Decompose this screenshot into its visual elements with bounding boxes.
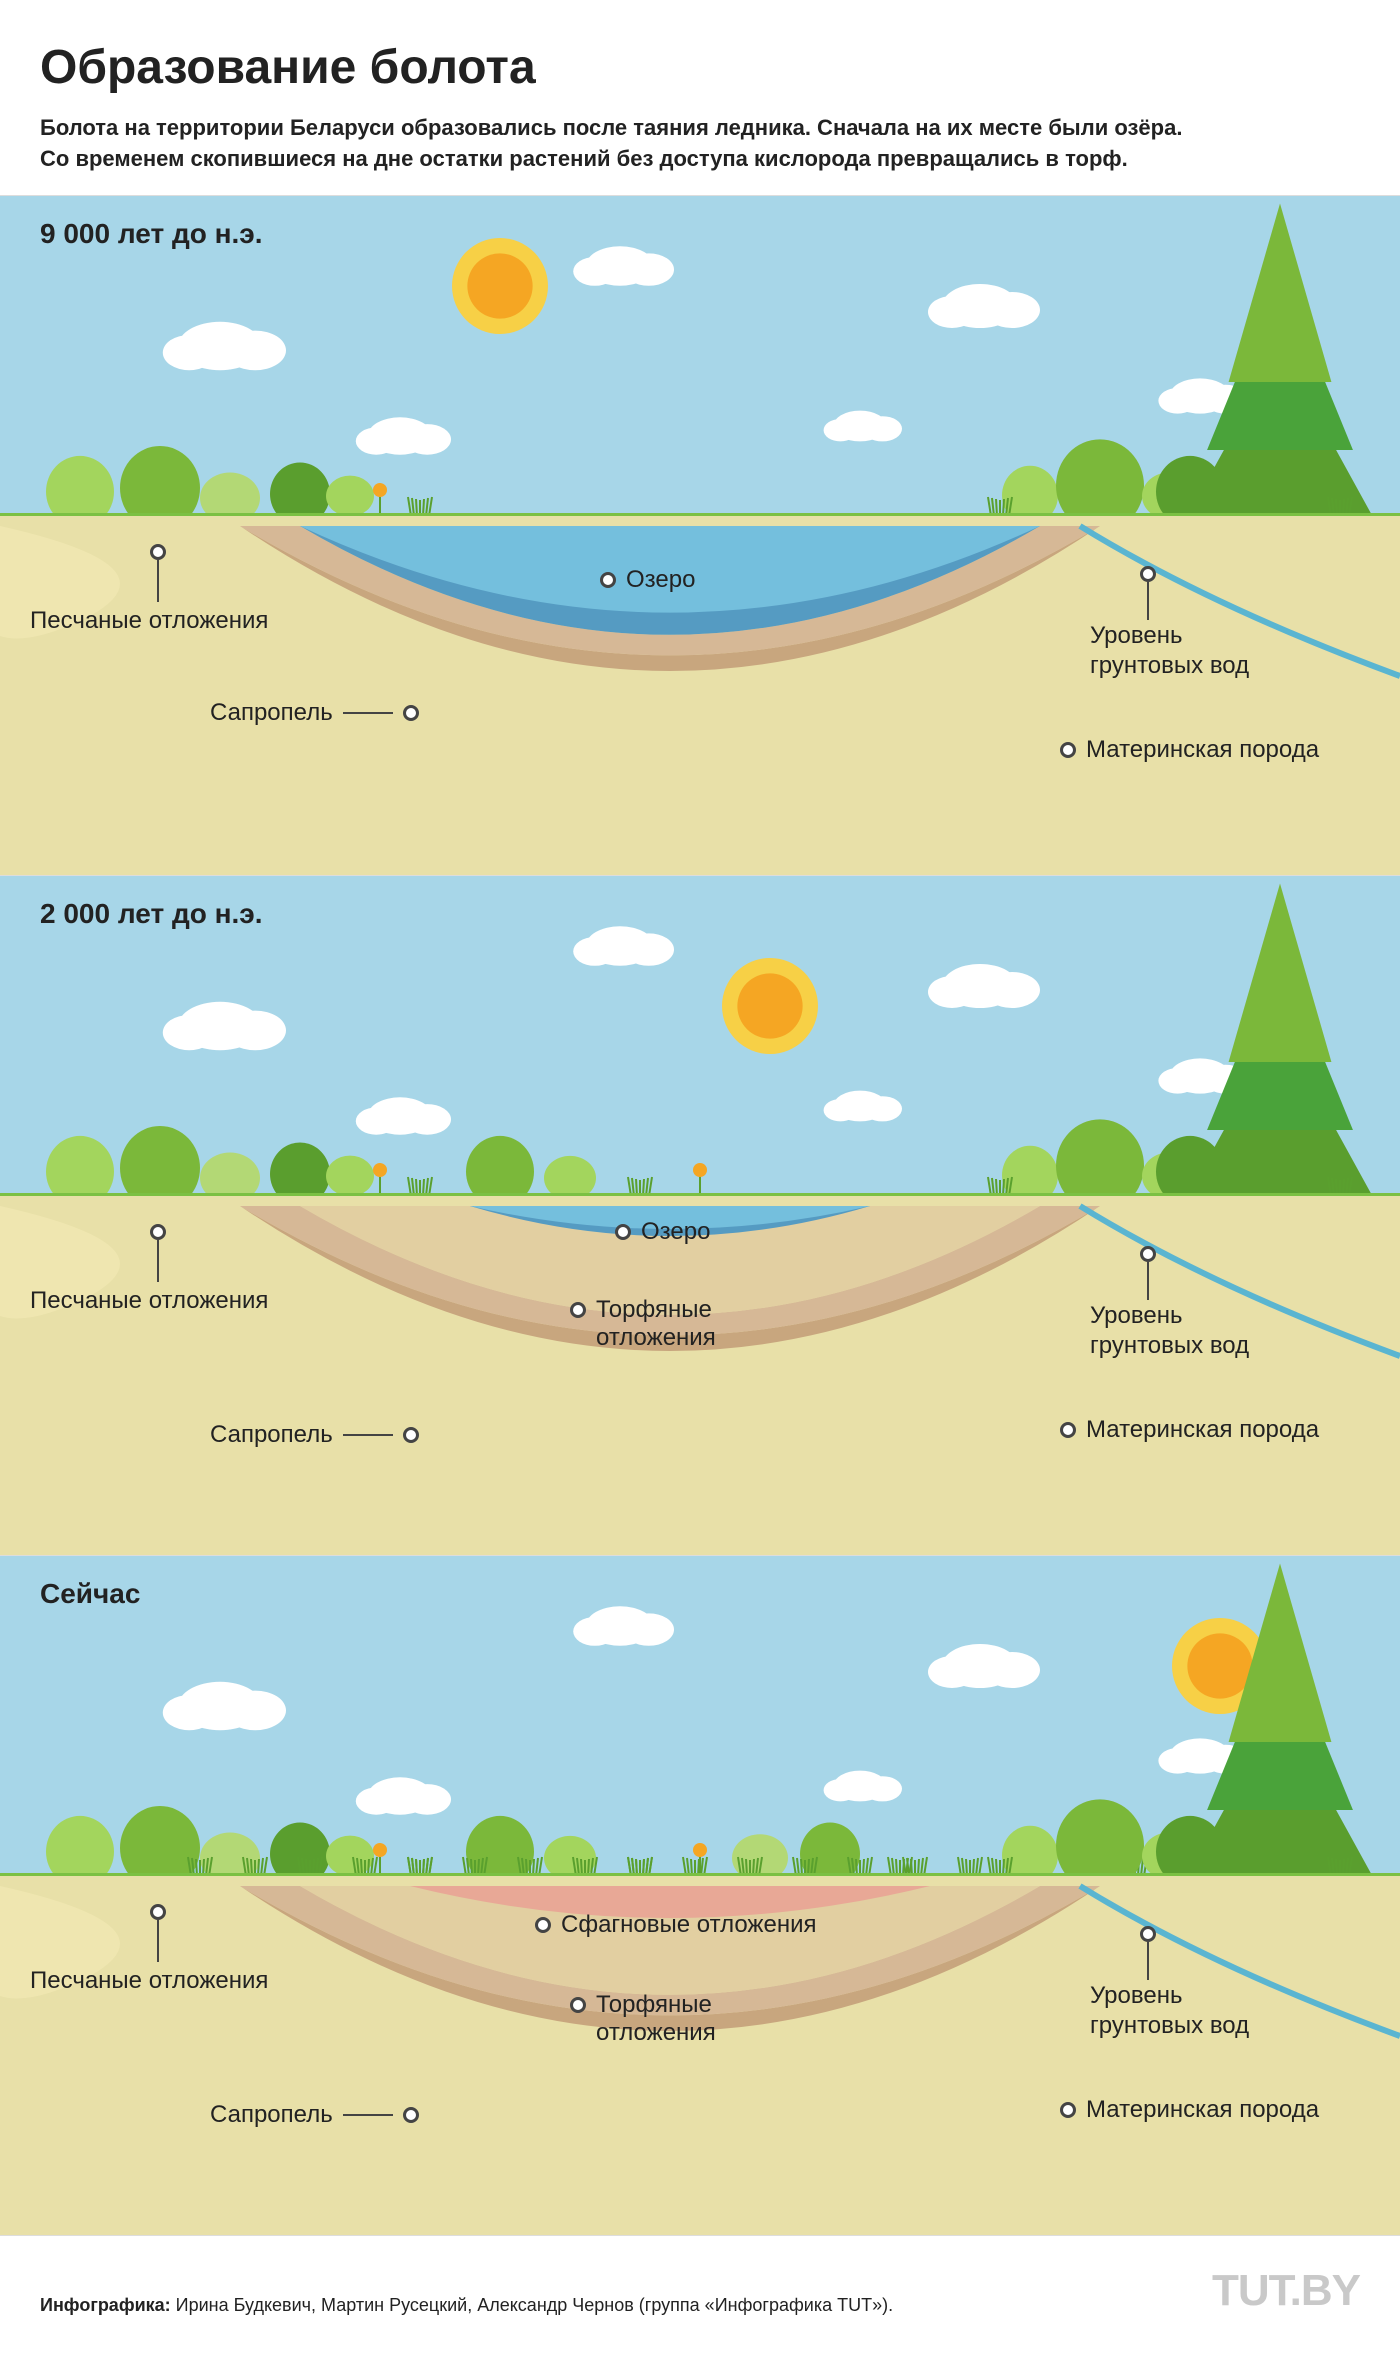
label-groundwater: Уровень грунтовых вод [1090,621,1249,681]
label-lake: Озеро [600,566,695,594]
ground-scene [0,1196,1400,1555]
pin-sand [150,1224,166,1282]
logo: TUT.BY [1212,2266,1360,2316]
panel-0: 9 000 лет до н.э. [0,195,1400,875]
panel-label: Сейчас [40,1578,140,1610]
label-sapropel: Сапропель [210,699,419,727]
panel-2: Сейчас [0,1555,1400,2235]
label-bedrock: Материнская порода [1060,1416,1319,1444]
panel-1: 2 000 лет до н.э. [0,875,1400,1555]
label-peat: Торфяные отложения [570,1991,716,2047]
ground-scene [0,516,1400,875]
header: Образование болота Болота на территории … [0,0,1400,195]
label-bedrock: Материнская порода [1060,736,1319,764]
pin-sand [150,1904,166,1962]
label-sapropel: Сапропель [210,2101,419,2129]
credits-label: Инфографика: [40,2295,171,2315]
label-bedrock: Материнская порода [1060,2096,1319,2124]
credits-names: Ирина Будкевич, Мартин Русецкий, Алексан… [176,2295,893,2315]
label-sand: Песчаные отложения [30,1966,268,1996]
infographic-container: Образование болота Болота на территории … [0,0,1400,2356]
label-sphagnum: Сфагновые отложения [535,1911,817,1939]
pin-sand [150,544,166,602]
page-title: Образование болота [40,40,1360,95]
pin-groundwater [1140,1926,1156,1980]
label-peat: Торфяные отложения [570,1296,716,1352]
panel-label: 2 000 лет до н.э. [40,898,263,930]
label-sand: Песчаные отложения [30,606,268,636]
pin-groundwater [1140,566,1156,620]
label-sand: Песчаные отложения [30,1286,268,1316]
pin-groundwater [1140,1246,1156,1300]
label-groundwater: Уровень грунтовых вод [1090,1981,1249,2041]
panel-label: 9 000 лет до н.э. [40,218,263,250]
credits: Инфографика: Ирина Будкевич, Мартин Русе… [40,2295,893,2316]
footer: Инфографика: Ирина Будкевич, Мартин Русе… [0,2235,1400,2356]
label-groundwater: Уровень грунтовых вод [1090,1301,1249,1361]
label-sapropel: Сапропель [210,1421,419,1449]
subtitle: Болота на территории Беларуси образовали… [40,113,1360,175]
sky-scene [0,1556,1400,1876]
label-lake: Озеро [615,1218,710,1246]
